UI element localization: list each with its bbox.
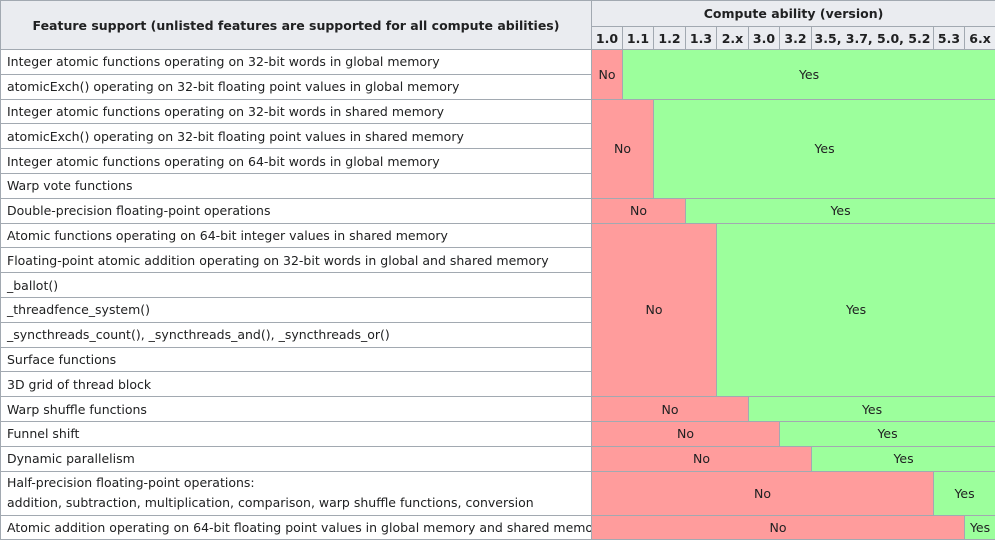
feature-name: Warp vote functions [0,172,592,199]
compute-heading: Compute ability (version) [590,0,995,27]
feature-row: Integer atomic functions operating on 64… [0,148,995,174]
version-heading: 1.0 [591,26,623,50]
feature-name: Funnel shift [0,420,592,447]
supported-cell: Yes [810,445,995,472]
feature-name: _threadfence_system() [0,296,592,323]
unsupported-cell: No [591,514,965,541]
unsupported-cell: No [591,420,780,447]
feature-row: Integer atomic functions operating on 32… [0,98,995,199]
feature-name: Surface functions [0,346,592,373]
table-head: Feature support (unlisted features are s… [0,0,995,50]
feature-heading: Feature support (unlisted features are s… [0,0,592,50]
feature-name: _syncthreads_count(), _syncthreads_and()… [0,321,592,348]
feature-name: Integer atomic functions operating on 64… [0,148,592,174]
feature-row: Warp shuffle functions No Yes [0,396,995,422]
feature-row: Atomic functions operating on 64-bit int… [0,222,995,398]
feature-row: Dynamic parallelism No Yes [0,445,995,472]
version-row: 1.0 1.1 1.2 1.3 2.x 3.0 3.2 3.5, 3.7, 5.0, 5.2 5… [1,26,995,50]
feature-name: Warp shuffle functions [0,396,592,422]
supported-cell: Yes [963,514,995,541]
feature-row: atomicExch() operating on 32-bit floatin… [0,73,995,100]
supported-cell: Yes [621,49,995,100]
supported-cell: Yes [932,470,995,516]
feature-name: atomicExch() operating on 32-bit floatin… [0,73,592,100]
feature-line: Half-precision floating-point operations… [7,475,255,491]
feature-row: Double-precision floating-point operatio… [0,197,995,224]
unsupported-cell: No [591,98,654,199]
version-heading: 1.1 [622,26,654,50]
feature-name: 3D grid of thread block [0,371,592,398]
feature-name: Atomic functions operating on 64-bit int… [0,222,592,249]
version-heading: 3.5, 3.7, 5.0, 5.2 [811,26,934,50]
supported-cell: Yes [652,98,995,199]
feature-name: Atomic addition operating on 64-bit floa… [0,514,592,541]
feature-name: Integer atomic functions operating on 32… [0,49,592,75]
feature-name: Dynamic parallelism [0,445,592,472]
supported-cell: Yes [684,197,995,224]
version-heading: 2.x [716,26,749,50]
unsupported-cell: No [591,445,812,472]
version-heading: 3.0 [748,26,780,50]
feature-name: Floating-point atomic addition operating… [0,247,592,274]
feature-name: _ballot() [0,272,592,298]
feature-row: Half-precision floating-point operations… [0,470,995,516]
feature-row: Surface functions [0,346,995,373]
feature-line: addition, subtraction, multiplication, c… [7,495,534,511]
version-heading: 6.x [963,26,995,50]
unsupported-cell: No [591,197,686,224]
version-heading: 5.3 [933,26,965,50]
version-heading: 1.2 [653,26,686,50]
feature-name: Double-precision floating-point operatio… [0,197,592,224]
unsupported-cell: No [591,396,749,422]
feature-row: Integer atomic functions operating on 32… [0,49,995,100]
feature-name: Half-precision floating-point operations… [0,470,592,516]
feature-row: Funnel shift No Yes [0,420,995,447]
unsupported-cell: No [591,49,623,100]
table-body: Integer atomic functions operating on 32… [0,49,995,541]
unsupported-cell: No [591,470,934,516]
header-row: Feature support (unlisted features are s… [0,0,995,50]
version-heading: 1.3 [685,26,717,50]
supported-cell: Yes [747,396,995,422]
unsupported-cell: No [591,222,717,398]
feature-row: Atomic addition operating on 64-bit floa… [0,514,995,541]
feature-name: Integer atomic functions operating on 32… [0,98,592,125]
feature-row: Floating-point atomic addition operating… [0,247,995,274]
supported-cell: Yes [715,222,995,398]
supported-cell: Yes [778,420,995,447]
version-heading: 3.2 [779,26,812,50]
feature-name: atomicExch() operating on 32-bit floatin… [0,123,592,150]
